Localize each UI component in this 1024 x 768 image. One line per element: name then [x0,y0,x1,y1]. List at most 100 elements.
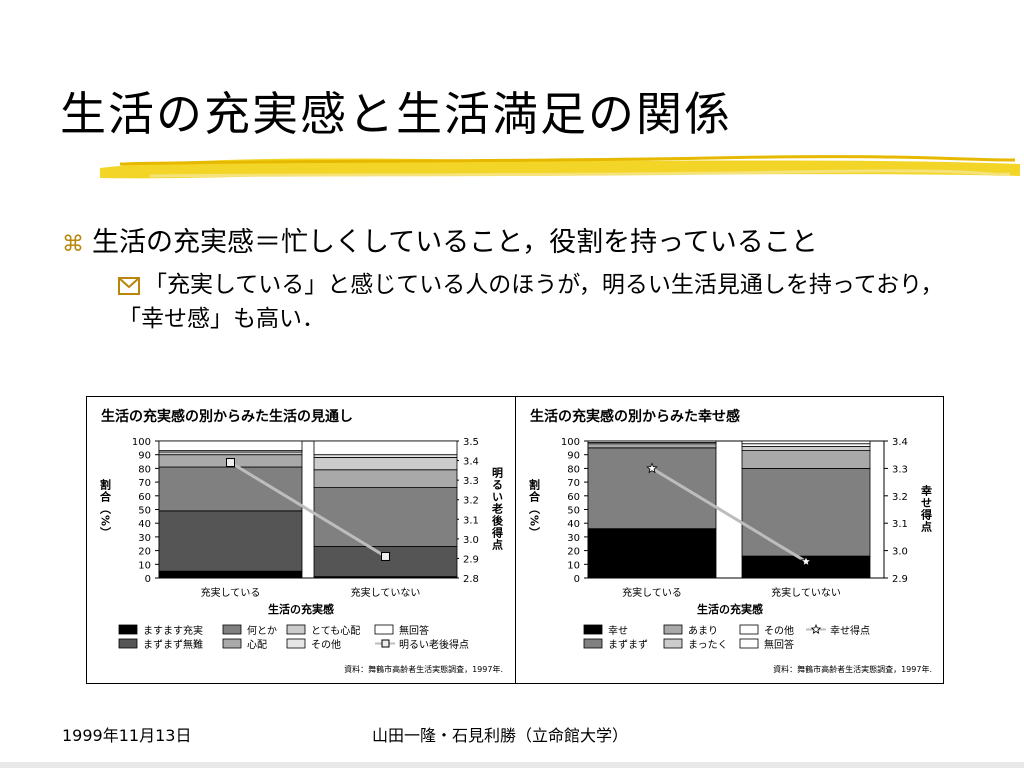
chart-1-bar-2-seg-7 [313,440,458,456]
chart-2-line [651,467,807,563]
chart-1-ytick-label: 0 [145,574,151,585]
chart-2-bar-2-seg-6 [741,440,871,445]
chart-1-bar-1-seg-5 [158,451,303,456]
chart-1-category-label: 充実していない [351,586,421,599]
chart-1-y2tick-label: 3.4 [463,457,479,468]
chart-1-y2tick-label: 2.9 [463,554,479,565]
chart-1-bar-2-seg-5 [313,457,458,471]
chart-2-ytick-label: 50 [567,506,580,517]
chart-2-bar-1-seg-6 [587,440,717,443]
chart-1-bar-1-seg-3 [158,466,303,512]
chart-2-legend-label: まったく [688,639,728,651]
chart-1-line-point [226,458,235,468]
chart-1-y2tick-label: 3.1 [463,515,479,526]
chart-1-legend-label: 明るい老後得点 [399,638,469,651]
chart-2-y2tick-label: 3.3 [892,464,908,475]
chart-2-legend-label: その他 [764,624,794,637]
chart-1-y2tick-label: 3.5 [463,437,479,448]
chart-1-bar-2-seg-6 [313,454,458,458]
chart-2-ytick-label: 80 [567,464,580,475]
chart-2-bar-2-seg-5 [741,443,871,447]
chart-2-source: 資料：舞鶴市高齢者生活実態調査，1997年. [773,664,932,674]
footer-band [0,762,1024,768]
chart-1-legend-label: ますます充実 [143,624,203,637]
chart-1-ytick-label: 80 [138,464,151,475]
chart-1-xlabel: 生活の充実感 [268,602,334,616]
chart-2-legend-label: まずまず [608,639,648,651]
chart-2-ytick-label: 70 [567,478,580,489]
chart-panel: 生活の充実感の別からみた生活の見通し 0 10 20 30 40 50 60 70 80 90 100… [86,396,944,684]
chart-1-legend-label: 心配 [247,639,267,651]
chart-1-ylabel: 割合（%） [99,478,113,539]
chart-2-y2tick-label: 3.1 [892,519,908,530]
chart-2-ytick-label: 30 [567,533,580,544]
chart-2-legend-label: 無回答 [764,638,794,651]
footer-date: 1999年11月13日 [62,726,192,745]
chart-2-bar-2-seg-3 [741,450,871,469]
chart-1-legend-label: その他 [311,638,341,651]
chart-2-legend-label: 幸せ [608,625,628,637]
chart-1-y2label: 明るい老後得点 [491,467,505,551]
chart-1-ytick-label: 90 [138,451,151,462]
chart-1-bar-2-seg-2 [313,546,458,578]
chart-2-ytick-label: 20 [567,547,580,558]
chart-1-legend-swatch [222,638,242,649]
chart-1-legend-swatch [118,638,138,649]
chart-1-legend-label: 無回答 [399,624,429,637]
chart-2-title: 生活の充実感の別からみた幸せ感 [530,408,740,425]
chart-1-line [229,461,387,558]
chart-1-legend-swatch [118,624,138,635]
title-underline-brush [100,155,1020,179]
chart-2-legend-swatch [739,624,759,635]
chart-2-ytick-label: 60 [567,492,580,503]
chart-1-ytick-label: 60 [138,492,151,503]
envelope-icon [118,273,144,304]
chart-1-bar-2-seg-4 [313,469,458,488]
chart-1-source: 資料：舞鶴市高齢者生活実態調査，1997年. [344,664,503,674]
chart-2-y2label: 幸せ得点 [920,484,934,533]
chart-1-legend-label: まずまず無難 [143,638,203,651]
chart-1-legend-marker [381,639,390,648]
chart-2-legend-label: あまり [688,625,718,637]
footer-authors: 山田一隆・石見利勝（立命館大学） [372,726,629,745]
chart-divider [515,397,516,683]
chart-1-ytick-label: 100 [132,437,151,448]
chart-2-xlabel: 生活の充実感 [697,602,763,616]
chart-1-ytick-label: 10 [138,560,151,571]
chart-2-y2tick-label: 2.9 [892,574,908,585]
chart-1-y2tick-label: 3.0 [463,535,479,546]
chart-2-legend-swatch [739,638,759,649]
bullet-1-text: 生活の充実感＝忙しくしていること，役割を持っていること [92,227,818,258]
chart-1-bar-1-seg-7 [158,440,303,451]
chart-2-y2tick-label: 3.2 [892,492,908,503]
chart-2-bar-1-seg-2 [587,447,717,530]
chart-2-legend-swatch [663,624,683,635]
chart-2-ytick-label: 40 [567,519,580,530]
chart-1-bar-2-seg-3 [313,487,458,547]
bullet-1: ⌘ 生活の充実感＝忙しくしていること，役割を持っていること [62,220,818,259]
bullet-2: 「充実している」と感じている人のほうが，明るい生活見通しを持っており，「幸せ感」… [118,270,958,335]
chart-1-title: 生活の充実感の別からみた生活の見通し [101,408,353,425]
chart-2-legend-swatch [663,638,683,649]
chart-1-legend-label: とても心配 [311,625,360,637]
chart-2-legend-label: 幸せ得点 [830,625,870,637]
chart-2-ytick-label: 10 [567,560,580,571]
chart-2-line-point [800,555,812,567]
chart-1-ytick-label: 30 [138,533,151,544]
slide-title: 生活の充実感と生活満足の関係 [60,87,732,141]
chart-1-ytick-label: 70 [138,478,151,489]
command-icon: ⌘ [62,232,84,257]
chart-2-bar-2-seg-4 [741,446,871,451]
chart-1-category-label: 充実している [201,586,261,599]
chart-2-y2tick-label: 3.4 [892,437,908,448]
chart-2-ytick-label: 100 [561,437,580,448]
bullet-2-text: 「充実している」と感じている人のほうが，明るい生活見通しを持っており，「幸せ感」… [118,272,944,332]
chart-2-legend-marker [810,623,822,634]
chart-2-ylabel: 割合（%） [528,478,542,539]
chart-1-y2tick-label: 2.8 [463,574,479,585]
chart-2-ytick-label: 0 [574,574,580,585]
chart-2-y2tick-label: 3.0 [892,547,908,558]
chart-1-legend-label: 何とか [247,624,277,637]
chart-1-legend-swatch [374,624,394,635]
chart-2-bar-1-seg-1 [587,528,717,579]
